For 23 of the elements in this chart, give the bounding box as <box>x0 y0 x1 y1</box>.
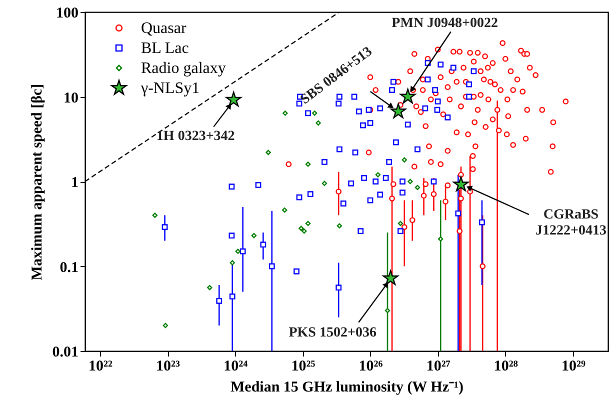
x-tick-label: 10²³ <box>156 358 181 374</box>
x-tick-label: 10²² <box>88 358 113 374</box>
legend-label: γ-NLSy1 <box>140 80 200 97</box>
annotation: CGRaBS J1222+0413 <box>535 208 606 239</box>
y-axis-title: Maximum apparent speed [βc] <box>29 84 46 280</box>
legend-label: Quasar <box>141 20 187 37</box>
annotation: PKS 1502+036 <box>288 325 376 340</box>
x-tick-label: 10²⁵ <box>291 358 316 374</box>
y-tick-label: 100 <box>56 6 78 22</box>
x-tick-label: 10²⁴ <box>224 358 248 374</box>
y-tick-label: 0.1 <box>60 260 78 276</box>
x-axis-title: Median 15 GHz luminosity (W Hz⁻¹) <box>230 380 464 396</box>
x-tick-label: 10²⁷ <box>426 358 451 374</box>
legend-label: BL Lac <box>141 40 189 57</box>
legend-label: Radio galaxy <box>141 60 226 77</box>
x-tick-label: 10²⁸ <box>494 358 518 374</box>
annotation: PMN J0948+0022 <box>392 16 498 31</box>
annotation: 1H 0323+342 <box>156 128 235 144</box>
y-tick-label: 10 <box>64 90 78 106</box>
x-tick-label: 10²⁶ <box>358 358 384 374</box>
x-tick-label: 10²⁹ <box>561 358 586 374</box>
y-tick-label: 1 <box>71 175 78 191</box>
y-tick-label: 0.01 <box>52 344 78 360</box>
